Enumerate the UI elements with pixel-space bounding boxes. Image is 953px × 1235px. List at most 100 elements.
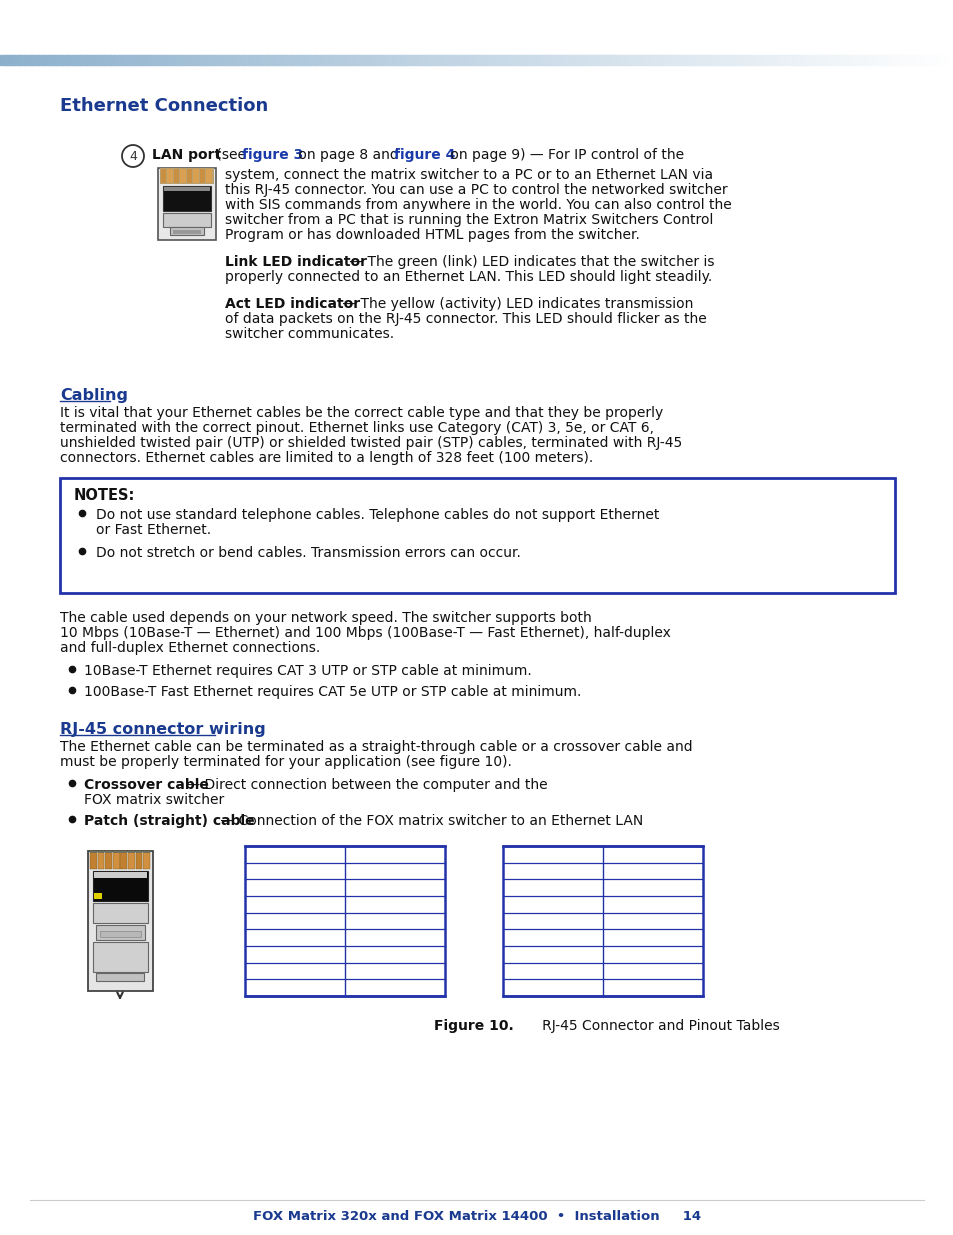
Text: Cabling: Cabling: [60, 388, 128, 403]
Bar: [310, 56, 315, 65]
Bar: [629, 56, 635, 65]
Bar: [52, 56, 58, 65]
Bar: [14, 56, 20, 65]
Bar: [405, 56, 411, 65]
Bar: [543, 56, 549, 65]
Bar: [920, 56, 925, 65]
Bar: [848, 56, 854, 65]
Text: (see: (see: [212, 148, 250, 162]
Bar: [476, 56, 482, 65]
Bar: [853, 56, 859, 65]
Bar: [167, 56, 172, 65]
Text: this RJ-45 connector. You can use a PC to control the networked switcher: this RJ-45 connector. You can use a PC t…: [225, 183, 727, 198]
Bar: [805, 56, 811, 65]
Bar: [128, 851, 134, 869]
Bar: [467, 56, 473, 65]
Bar: [734, 56, 740, 65]
Bar: [586, 56, 592, 65]
Bar: [176, 56, 182, 65]
Bar: [648, 56, 654, 65]
Bar: [720, 56, 725, 65]
Bar: [481, 56, 487, 65]
Bar: [905, 56, 911, 65]
Text: terminated with the correct pinout. Ethernet links use Category (CAT) 3, 5e, or : terminated with the correct pinout. Ethe…: [60, 421, 654, 435]
Text: 4: 4: [129, 151, 137, 163]
Bar: [410, 56, 416, 65]
Bar: [834, 56, 840, 65]
Text: FOX matrix switcher: FOX matrix switcher: [84, 793, 224, 806]
Bar: [214, 56, 220, 65]
Bar: [267, 56, 273, 65]
Bar: [753, 56, 759, 65]
Bar: [143, 851, 150, 853]
Bar: [76, 56, 82, 65]
Text: must be properly terminated for your application (see figure 10).: must be properly terminated for your app…: [60, 755, 512, 769]
Text: — Connection of the FOX matrix switcher to an Ethernet LAN: — Connection of the FOX matrix switcher …: [215, 814, 642, 827]
Bar: [276, 56, 282, 65]
Bar: [415, 56, 420, 65]
Bar: [29, 56, 34, 65]
Text: 10Base-T Ethernet requires CAT 3 UTP or STP cable at minimum.: 10Base-T Ethernet requires CAT 3 UTP or …: [84, 664, 531, 678]
Bar: [119, 56, 125, 65]
Text: or Fast Ethernet.: or Fast Ethernet.: [96, 522, 211, 537]
Bar: [90, 851, 96, 869]
Bar: [163, 186, 211, 211]
Bar: [100, 931, 141, 937]
Bar: [92, 903, 148, 923]
Bar: [453, 56, 458, 65]
Text: switcher from a PC that is running the Extron Matrix Switchers Control: switcher from a PC that is running the E…: [225, 212, 713, 227]
Bar: [245, 846, 444, 995]
Text: — Direct connection between the computer and the: — Direct connection between the computer…: [182, 778, 547, 792]
Bar: [448, 56, 454, 65]
Bar: [502, 846, 702, 995]
Bar: [114, 56, 120, 65]
Bar: [839, 56, 844, 65]
Bar: [272, 56, 277, 65]
Text: on page 8 and: on page 8 and: [294, 148, 403, 162]
Bar: [639, 56, 644, 65]
Bar: [591, 56, 597, 65]
Text: of data packets on the RJ-45 connector. This LED should flicker as the: of data packets on the RJ-45 connector. …: [225, 312, 706, 326]
Bar: [233, 56, 239, 65]
Bar: [739, 56, 744, 65]
Bar: [820, 56, 825, 65]
Text: The Ethernet cable can be terminated as a straight-through cable or a crossover : The Ethernet cable can be terminated as …: [60, 740, 692, 755]
Bar: [824, 56, 830, 65]
Bar: [193, 169, 199, 183]
Bar: [882, 56, 887, 65]
Bar: [724, 56, 730, 65]
Bar: [219, 56, 225, 65]
Bar: [772, 56, 778, 65]
Bar: [877, 56, 882, 65]
Bar: [238, 56, 244, 65]
Bar: [186, 56, 192, 65]
Bar: [94, 872, 147, 878]
Text: Do not stretch or bend cables. Transmission errors can occur.: Do not stretch or bend cables. Transmiss…: [96, 546, 520, 559]
Bar: [33, 56, 39, 65]
Bar: [643, 56, 649, 65]
Bar: [367, 56, 373, 65]
Bar: [91, 56, 96, 65]
Bar: [187, 169, 193, 183]
Bar: [538, 56, 544, 65]
Bar: [910, 56, 916, 65]
Bar: [180, 169, 186, 183]
Text: LAN port: LAN port: [152, 148, 221, 162]
Bar: [210, 56, 215, 65]
Bar: [97, 851, 104, 853]
Bar: [96, 925, 145, 940]
Text: figure 4: figure 4: [394, 148, 455, 162]
Text: — The yellow (activity) LED indicates transmission: — The yellow (activity) LED indicates tr…: [337, 296, 693, 311]
Bar: [577, 56, 582, 65]
Bar: [105, 56, 111, 65]
Bar: [867, 56, 873, 65]
Bar: [173, 169, 179, 183]
Bar: [529, 56, 535, 65]
Bar: [148, 56, 153, 65]
Bar: [862, 56, 868, 65]
Text: 100Base-T Fast Ethernet requires CAT 5e UTP or STP cable at minimum.: 100Base-T Fast Ethernet requires CAT 5e …: [84, 685, 580, 699]
Bar: [600, 56, 606, 65]
Bar: [262, 56, 268, 65]
Bar: [181, 56, 187, 65]
Bar: [667, 56, 673, 65]
